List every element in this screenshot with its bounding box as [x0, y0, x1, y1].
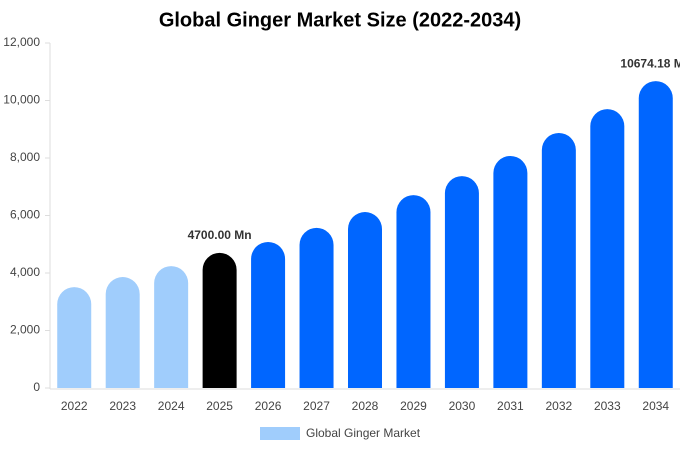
y-tick-label: 10,000	[3, 93, 40, 107]
bar	[590, 109, 625, 388]
x-tick-label: 2030	[449, 399, 476, 413]
chart-title: Global Ginger Market Size (2022-2034)	[159, 9, 521, 31]
x-tick-label: 2022	[61, 399, 88, 413]
x-tick-label: 2028	[352, 399, 379, 413]
bar	[154, 266, 189, 388]
value-label: 4700.00 Mn	[188, 228, 252, 242]
y-tick-label: 4,000	[10, 265, 40, 279]
x-tick-label: 2026	[255, 399, 282, 413]
bar	[105, 277, 140, 388]
x-tick-label: 2029	[400, 399, 427, 413]
bar	[348, 212, 382, 388]
value-label: 10674.18 Mn	[620, 56, 680, 70]
x-tick-label: 2032	[545, 399, 572, 413]
x-tick-label: 2033	[594, 399, 621, 413]
x-tick-label: 2034	[642, 399, 669, 413]
bar	[202, 252, 237, 388]
bar	[396, 195, 431, 388]
bar	[299, 227, 334, 388]
bar	[444, 176, 479, 388]
y-tick-label: 12,000	[3, 35, 40, 49]
x-tick-label: 2024	[158, 399, 185, 413]
y-tick-label: 0	[33, 380, 40, 394]
y-tick-label: 8,000	[10, 150, 40, 164]
x-tick-label: 2025	[206, 399, 233, 413]
x-tick-label: 2027	[303, 399, 330, 413]
bar	[638, 81, 673, 389]
y-tick-label: 6,000	[10, 208, 40, 222]
legend-label: Global Ginger Market	[306, 426, 421, 440]
bar	[251, 241, 286, 388]
bar	[493, 155, 528, 388]
x-tick-label: 2023	[109, 399, 136, 413]
legend-swatch	[260, 427, 300, 440]
x-tick-label: 2031	[497, 399, 524, 413]
y-tick-label: 2,000	[10, 323, 40, 337]
bar	[541, 132, 576, 388]
bar	[57, 287, 92, 388]
